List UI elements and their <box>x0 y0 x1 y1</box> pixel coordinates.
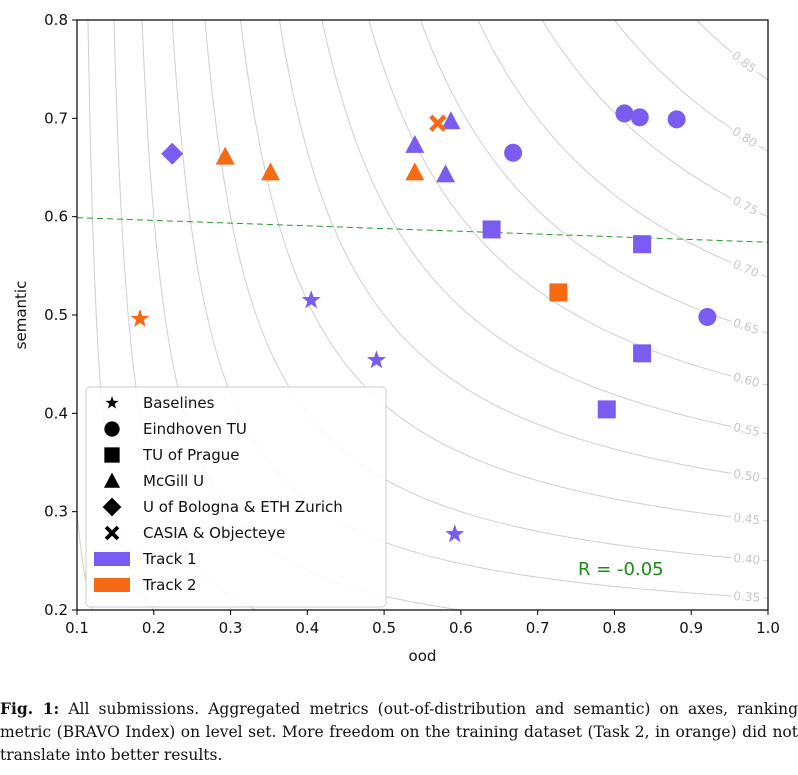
legend-frame <box>85 386 387 608</box>
legend-label: McGill U <box>143 472 204 490</box>
legend-marker-triangle <box>103 472 121 488</box>
legend-label: Track 1 <box>142 550 197 568</box>
data-point-triangle <box>260 162 280 181</box>
level-set-label-bg <box>730 509 765 527</box>
x-tick-label: 1.0 <box>756 619 780 637</box>
data-point-circle <box>698 307 717 326</box>
caption-label: Fig. 1: <box>0 699 60 718</box>
y-tick-label: 0.7 <box>44 109 68 127</box>
data-point-x <box>429 114 447 132</box>
y-tick-label: 0.3 <box>44 503 68 521</box>
x-tick-label: 0.5 <box>372 619 396 637</box>
data-point-triangle <box>441 111 461 130</box>
x-tick-label: 0.3 <box>219 619 243 637</box>
level-set-curve <box>240 20 768 522</box>
level-set-label: 0.65 <box>731 316 761 338</box>
x-tick-label: 0.7 <box>526 619 550 637</box>
y-axis-title: semantic <box>12 281 30 350</box>
y-axis: 0.2 0.3 0.4 0.5 0.6 0.7 0.8 <box>44 11 77 619</box>
level-set-label-bg <box>729 368 765 391</box>
level-set-label: 0.60 <box>732 370 761 390</box>
data-point-star <box>130 308 150 328</box>
data-point-circle <box>504 143 523 162</box>
x-tick-label: 0.1 <box>65 619 89 637</box>
fit-line <box>77 217 768 243</box>
x-tick-label: 0.2 <box>142 619 166 637</box>
data-point-square <box>597 400 616 419</box>
legend-marker-circle <box>104 421 120 437</box>
level-set-label: 0.50 <box>732 467 761 485</box>
legend-marker-square <box>104 447 120 463</box>
level-set-label: 0.70 <box>731 257 761 280</box>
data-point-square <box>633 235 652 254</box>
data-point-triangle <box>436 164 456 183</box>
legend-label: Eindhoven TU <box>143 420 247 438</box>
legend-patch <box>94 552 130 566</box>
x-axis: 0.1 0.2 0.3 0.4 0.5 0.6 0.7 0.8 0.9 1.0 <box>65 610 780 637</box>
x-tick-label: 0.9 <box>679 619 703 637</box>
legend-marker-star <box>105 396 119 409</box>
legend-label: U of Bologna & ETH Zurich <box>143 498 343 516</box>
level-set-label-bg <box>729 313 765 338</box>
legend-label: Track 2 <box>142 576 197 594</box>
level-set-label: 0.35 <box>733 589 761 605</box>
y-tick-label: 0.6 <box>44 208 68 226</box>
caption-text: All submissions. Aggregated metrics (out… <box>0 700 798 764</box>
level-set-labels: 0.350.400.450.500.550.600.650.700.750.80… <box>728 46 765 605</box>
data-point-circle <box>615 104 634 123</box>
data-point-square <box>482 220 501 239</box>
level-set-curve <box>535 0 798 34</box>
x-tick-label: 0.4 <box>295 619 319 637</box>
level-set-label: 0.40 <box>733 551 761 567</box>
level-set-curve <box>541 20 768 218</box>
level-set-curve <box>419 20 768 334</box>
legend-patch <box>94 578 130 592</box>
data-point-triangle <box>405 134 425 153</box>
legend-label: CASIA & Objecteye <box>143 524 285 542</box>
legend-label: Baselines <box>143 394 215 412</box>
level-set-label-bg <box>728 191 764 219</box>
level-set-label-bg <box>729 255 765 281</box>
scatter-chart: 0.350.400.450.500.550.600.650.700.750.80… <box>12 0 798 665</box>
legend: Baselines Eindhoven TU TU of Prague McGill … <box>85 386 387 608</box>
x-tick-label: 0.8 <box>603 619 627 637</box>
x-axis-title: ood <box>409 647 437 665</box>
level-set-label: 0.45 <box>733 510 761 527</box>
level-set-curve <box>477 20 768 278</box>
fit-line-layer <box>77 217 768 243</box>
legend-marker-diamond <box>102 497 122 517</box>
level-set-label-bg <box>730 418 765 439</box>
data-point-diamond <box>161 142 184 165</box>
data-point-star <box>366 350 386 369</box>
data-point-star <box>445 524 465 543</box>
level-set-curve <box>368 20 768 386</box>
level-set-label-bg <box>728 122 763 152</box>
y-tick-label: 0.8 <box>44 11 68 29</box>
data-point-square <box>633 344 652 363</box>
level-set-curve <box>321 20 768 435</box>
level-set-label-bg <box>730 465 765 485</box>
figure-caption: Fig. 1: All submissions. Aggregated metr… <box>0 697 798 767</box>
level-set-label-bg <box>731 587 764 604</box>
y-tick-label: 0.5 <box>44 306 68 324</box>
level-set-curve <box>613 20 768 152</box>
level-set-curve <box>278 20 768 480</box>
correlation-annotation: R = -0.05 <box>578 559 664 580</box>
data-point-triangle <box>215 146 235 165</box>
legend-label: TU of Prague <box>142 446 240 464</box>
y-tick-label: 0.2 <box>44 601 68 619</box>
level-set-curve <box>494 0 798 99</box>
legend-marker-x <box>104 525 120 541</box>
level-set-label: 0.55 <box>732 420 761 439</box>
points-layer <box>130 104 717 543</box>
data-point-circle <box>667 110 686 129</box>
data-point-star <box>301 290 321 309</box>
x-tick-label: 0.6 <box>449 619 473 637</box>
level-set-label-bg <box>730 549 765 567</box>
data-point-triangle <box>405 162 425 181</box>
data-point-circle <box>630 108 649 127</box>
level-set-label-bg <box>728 46 762 78</box>
data-point-square <box>549 283 568 302</box>
y-tick-label: 0.4 <box>44 404 68 422</box>
